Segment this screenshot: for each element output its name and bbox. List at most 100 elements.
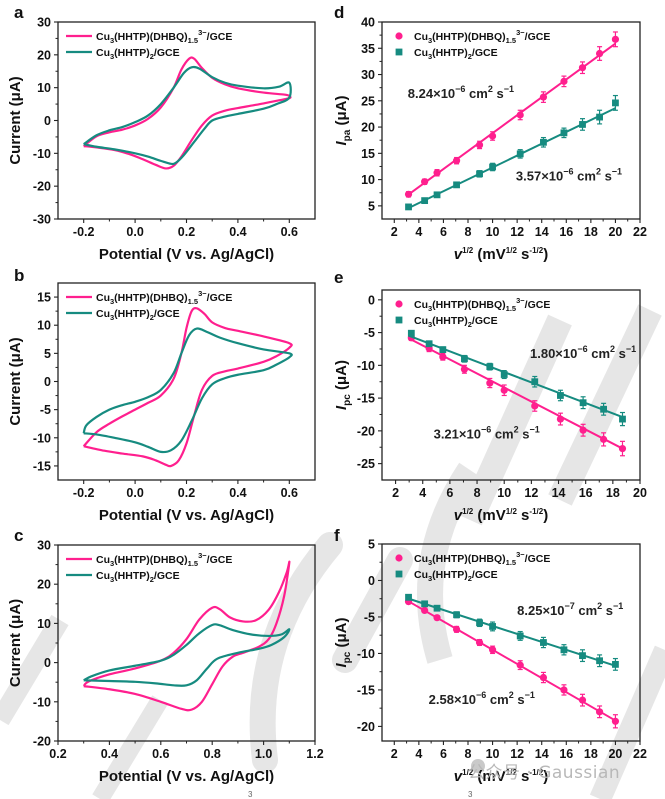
data-point [596, 657, 603, 665]
legend: Cu3(HHTP)(DHBQ)1.53−/GCE Cu3(HHTP)2/GCE [66, 289, 232, 322]
y-axis-title: Ipc (μA) [333, 360, 353, 410]
wechat-icon [471, 759, 485, 773]
annot-sup: −1 [626, 344, 636, 354]
legend-sup: 3− [198, 28, 207, 37]
y-tick-label: 10 [361, 173, 375, 187]
cv-curve-hhtp [82, 327, 293, 454]
x-tick-label: 0.0 [126, 225, 143, 239]
y-tick-label: 20 [361, 121, 375, 135]
y-tick-label: -20 [357, 424, 375, 438]
x-title-unit: s [517, 768, 530, 785]
data-point [540, 138, 547, 146]
y-tick-label: -5 [364, 610, 375, 624]
data-point [556, 415, 565, 423]
x-tick-label: 0.4 [229, 225, 246, 239]
legend-label: Cu3(HHTP)(DHBQ)1.53−/GCE [414, 550, 550, 567]
data-point [405, 593, 412, 601]
y-title-sub: pc [342, 394, 353, 406]
x-tick-label: 0.0 [126, 486, 143, 500]
data-point [611, 717, 620, 725]
plot-frame [381, 543, 641, 742]
x-tick-label: 14 [552, 486, 566, 500]
x-title-v: v [454, 507, 464, 524]
legend-text: /GCE [472, 47, 498, 59]
legend-text: (HHTP)(DHBQ) [432, 553, 506, 565]
watermark-stroke [249, 532, 343, 773]
legend-text: (HHTP) [432, 315, 468, 327]
annot-sup: −1 [525, 690, 535, 700]
data-point [595, 49, 604, 58]
annot-main: s [615, 346, 626, 361]
legend-text: /GCE [154, 570, 180, 582]
annot-main: cm [486, 692, 508, 707]
panel-label: e [334, 268, 343, 287]
watermark-stroke [548, 304, 662, 506]
x-tick-label: 16 [559, 747, 573, 761]
plot-area [83, 56, 292, 170]
data-point [452, 625, 461, 633]
legend-text: /GCE [525, 553, 551, 565]
x-tick-label: 0.2 [49, 747, 66, 761]
legend-text: Cu [414, 299, 428, 311]
y-title-i: I [333, 405, 350, 410]
y-axis-title: Ipc (μA) [333, 617, 353, 667]
data-point [539, 93, 548, 101]
x-title-sup: 1/2 [506, 768, 518, 777]
data-point [475, 141, 484, 149]
data-point [560, 646, 568, 654]
legend-sup: 3− [198, 551, 207, 560]
legend-sub: 1.5 [506, 558, 516, 567]
x-tick-label: 12 [524, 486, 538, 500]
x-tick-label: 8 [465, 225, 472, 239]
data-point [452, 157, 461, 165]
x-title-unit: (mV [473, 246, 506, 263]
panels: a-0.2 0.0 0.2 0.4 0.6-30-20-100102030Potenti… [7, 3, 647, 799]
legend-sub: 3 [428, 36, 432, 45]
legend-text: Cu [96, 31, 110, 43]
annot-sup: −6 [455, 84, 465, 94]
legend-text: (HHTP)(DHBQ) [432, 31, 506, 43]
x-tick-label: -0.2 [73, 225, 95, 239]
annot-main: 8.25×10 [517, 603, 564, 618]
cv-curve-dhbq [82, 560, 291, 712]
x-tick-label: 0.6 [281, 486, 298, 500]
data-point [407, 329, 415, 337]
x-title-unit: s [517, 507, 530, 524]
x-tick-label: 12 [510, 747, 524, 761]
legend-sub: 3 [428, 320, 432, 329]
watermark-stroke [589, 645, 665, 799]
y-tick-label: 5 [368, 199, 375, 213]
annot-main: 3.21×10 [434, 427, 481, 442]
x-tick-label: 6 [440, 225, 447, 239]
legend-label: Cu3(HHTP)2/GCE [96, 308, 180, 322]
x-title-sup: 1/2 [506, 246, 518, 255]
x-tick-label: 16 [559, 225, 573, 239]
y-axis-title: Ipa (μA) [333, 95, 353, 145]
x-tick-label: 0.2 [178, 486, 195, 500]
annot-sup: −1 [612, 167, 622, 177]
legend-label: Cu3(HHTP)(DHBQ)1.53−/GCE [96, 289, 232, 306]
x-title-sup: 1/2 [506, 507, 518, 516]
y-tick-label: 25 [361, 94, 375, 108]
x-tick-label: 8 [474, 486, 481, 500]
data-point [433, 191, 441, 199]
y-tick-label: 35 [361, 42, 375, 56]
legend-sub: 1.5 [188, 559, 198, 568]
annot-main: 8.24×10 [408, 86, 455, 101]
x-tick-label: 1.2 [306, 747, 323, 761]
legend-sup: 3− [516, 550, 525, 559]
x-title-sup: -1/2 [529, 246, 543, 255]
plot-area [407, 329, 627, 457]
legend-text: (HHTP)(DHBQ) [114, 31, 188, 43]
diffusion-coefficient-label: 8.25×10−7 cm2 s−1 [517, 601, 623, 618]
legend-label: Cu3(HHTP)2/GCE [96, 570, 180, 584]
y-tick-label: -10 [33, 147, 51, 161]
y-tick-label: -15 [33, 459, 51, 473]
x-title-sup: -1/2 [529, 507, 543, 516]
plot-frame [381, 21, 641, 220]
x-tick-label: 16 [579, 486, 593, 500]
data-point [578, 64, 587, 72]
panel-label: a [14, 3, 24, 22]
data-point [404, 190, 413, 198]
x-tick-label: 18 [606, 486, 620, 500]
